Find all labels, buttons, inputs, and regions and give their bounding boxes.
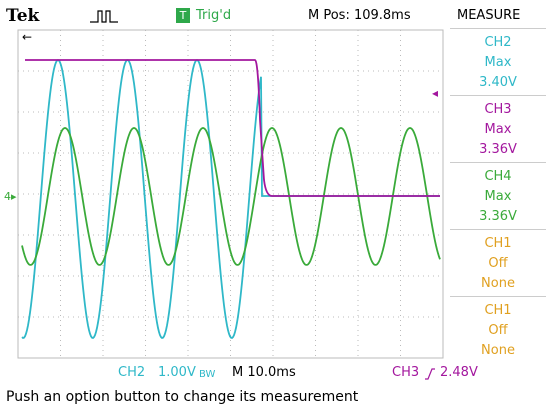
measure-box[interactable]: CH3 Max 3.36V [450, 95, 546, 161]
brand: Tek [6, 6, 40, 26]
trigger-channel: CH3 [392, 365, 420, 380]
measure-box[interactable]: CH4 Max 3.36V [450, 162, 546, 228]
measure-box[interactable]: CH1 Off None [450, 229, 546, 295]
measure-type: Off [488, 323, 508, 338]
measure-type: Max [484, 122, 512, 137]
measure-type: Max [484, 189, 512, 204]
measure-channel: CH3 [484, 102, 512, 117]
ch4-trace [21, 127, 441, 266]
measure-box[interactable]: CH2 Max 3.40V [450, 28, 546, 94]
trigger-status: Trig'd [196, 8, 232, 23]
trigger-level-marker: ◂ [432, 86, 438, 100]
measure-channel: CH1 [484, 236, 512, 251]
ch2-trace [21, 58, 440, 340]
slope-icon [425, 368, 435, 380]
trigger-level: 2.48V [440, 365, 478, 380]
trigger-badge: T [176, 8, 190, 23]
measure-box[interactable]: CH1 Off None [450, 296, 546, 362]
bandwidth: BW [199, 369, 216, 380]
measure-value: 3.36V [479, 209, 517, 224]
ch2-label: CH2 [118, 365, 146, 380]
position: M Pos: 109.8ms [308, 8, 411, 23]
menu-title: MEASURE [457, 8, 521, 23]
measure-value: None [481, 343, 515, 358]
measure-value: None [481, 276, 515, 291]
ch2-scale: 1.00V [158, 365, 196, 380]
measure-value: 3.40V [479, 75, 517, 90]
timebase: M 10.0ms [232, 365, 296, 380]
measure-value: 3.36V [479, 142, 517, 157]
trigger-icon [90, 10, 118, 23]
status-message: Push an option button to change its meas… [6, 389, 359, 405]
position-marker: ← [22, 30, 32, 44]
ch4-marker: 4▸ [4, 190, 17, 203]
measure-channel: CH4 [484, 169, 512, 184]
measure-type: Max [484, 55, 512, 70]
measure-channel: CH1 [484, 303, 512, 318]
measure-type: Off [488, 256, 508, 271]
ch3-trace [25, 59, 440, 197]
measure-channel: CH2 [484, 35, 512, 50]
